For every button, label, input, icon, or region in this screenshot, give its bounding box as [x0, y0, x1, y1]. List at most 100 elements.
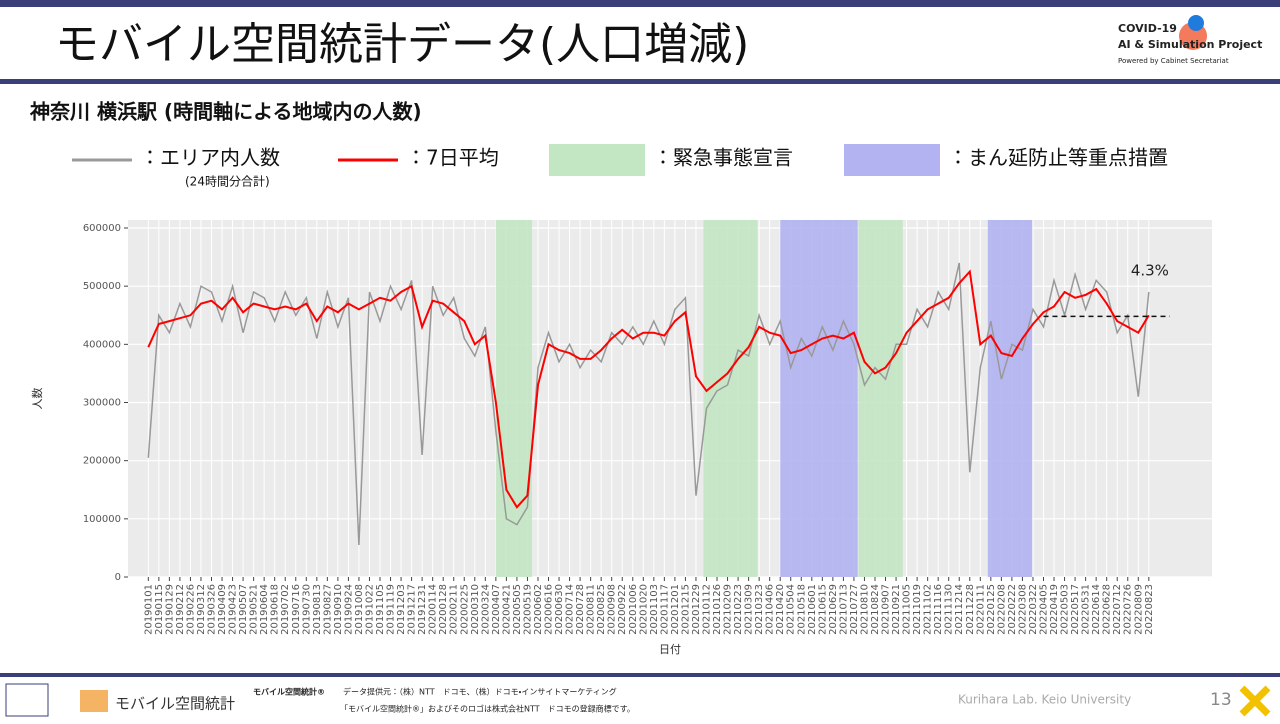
x-tick-label: 20191105: [375, 584, 386, 635]
x-tick-label: 20190101: [143, 584, 154, 635]
footer-lab: Kurihara Lab. Keio University: [958, 693, 1131, 707]
x-tick-label: 20210223: [733, 584, 744, 635]
x-tick-label: 20190409: [217, 584, 228, 635]
x-tick-label: 20220308: [1017, 584, 1028, 635]
x-tick-label: 20190827: [322, 584, 333, 635]
x-tick-label: 20201020: [638, 584, 649, 635]
y-tick-label: 500000: [83, 281, 121, 292]
axis-title: 人数: [31, 388, 44, 410]
x-tick-label: 20210309: [744, 584, 755, 635]
x-tick-label: 20211130: [944, 584, 955, 635]
legend-label: ：7日平均: [406, 146, 499, 170]
x-tick-label: 20210504: [786, 584, 797, 635]
x-tick-label: 20220726: [1123, 584, 1134, 635]
x-tick-label: 20200421: [501, 584, 512, 635]
logo-text: Powered by Cabinet Secretariat: [1118, 57, 1229, 65]
x-tick-label: 20210727: [849, 584, 860, 635]
x-tick-label: 20191008: [354, 584, 365, 635]
annotation: 4.3%: [1131, 262, 1169, 280]
x-tick-label: 20220405: [1038, 584, 1049, 635]
footer-trademark: 「モバイル空間統計®」およびそのロゴは株式会社NTT ドコモの登録商標です。: [340, 704, 635, 714]
x-tick-label: 20190618: [270, 584, 281, 635]
top-band: [0, 0, 1280, 7]
axis-title: 日付: [659, 643, 681, 656]
period-span: [858, 220, 903, 577]
x-tick-label: 20191119: [386, 584, 397, 635]
x-tick-label: 20211214: [954, 584, 965, 635]
x-tick-label: 20200908: [607, 584, 618, 635]
x-tick-label: 20190212: [175, 584, 186, 635]
y-tick-label: 100000: [83, 514, 121, 525]
logo-dot: [1188, 15, 1204, 31]
period-span: [780, 220, 858, 577]
lab-logo: [5, 683, 49, 717]
legend-swatch: [844, 144, 940, 176]
footer-brand: モバイル空間統計: [115, 695, 235, 713]
x-tick-label: 20211102: [923, 584, 934, 635]
x-tick-label: 20190226: [185, 584, 196, 635]
x-tick-label: 20200519: [522, 584, 533, 635]
legend-label: ：まん延防止等重点措置: [948, 146, 1168, 170]
x-tick-label: 20200728: [575, 584, 586, 635]
x-tick-label: 20200811: [586, 584, 597, 635]
x-tick-label: 20210112: [701, 584, 712, 635]
x-tick-label: 20220614: [1091, 584, 1102, 635]
x-tick-label: 20210810: [859, 584, 870, 635]
x-tick-label: 20190423: [228, 584, 239, 635]
brand-logo: [80, 690, 108, 712]
page-number: 13: [1210, 690, 1232, 710]
x-tick-label: 20191231: [417, 584, 428, 635]
x-tick-label: 20220222: [1007, 584, 1018, 635]
x-tick-label: 20211019: [912, 584, 923, 635]
y-tick-label: 300000: [83, 398, 121, 409]
x-tick-label: 20201215: [680, 584, 691, 635]
header-rule: [0, 79, 1280, 84]
x-tick-label: 20190129: [164, 584, 175, 635]
x-tick-label: 20210209: [723, 584, 734, 635]
x-tick-label: 20200407: [491, 584, 502, 635]
x-tick-label: 20210615: [817, 584, 828, 635]
x-tick-label: 20220823: [1144, 584, 1155, 635]
x-tick-label: 20211005: [902, 584, 913, 635]
x-tick-label: 20220111: [975, 584, 986, 635]
x-tick-label: 20191022: [364, 584, 375, 635]
slide-title: モバイル空間統計データ(人口増減): [55, 19, 749, 70]
x-tick-label: 20200602: [533, 584, 544, 635]
x-tick-label: 20201103: [649, 584, 660, 635]
x-tick-label: 20220517: [1070, 584, 1081, 635]
x-tick-label: 20200630: [554, 584, 565, 635]
x-tick-label: 20220125: [986, 584, 997, 635]
x-tick-label: 20190730: [301, 584, 312, 635]
x-tick-label: 20220208: [996, 584, 1007, 635]
x-tick-label: 20210126: [712, 584, 723, 635]
x-tick-label: 20200211: [449, 584, 460, 635]
x-tick-label: 20220322: [1028, 584, 1039, 635]
x-tick-label: 20210420: [775, 584, 786, 635]
x-tick-label: 20210921: [891, 584, 902, 635]
period-span: [495, 220, 532, 577]
footer-brand-small: モバイル空間統計®: [253, 687, 325, 697]
x-tick-label: 20200505: [512, 584, 523, 635]
x-tick-label: 20210323: [754, 584, 765, 635]
x-tick-label: 20190507: [238, 584, 249, 635]
x-tick-label: 20201006: [628, 584, 639, 635]
corner-logo: [1239, 685, 1271, 717]
y-tick-label: 0: [115, 572, 121, 583]
plot: 0 100000 200000 300000 400000 500000 600000 201…: [31, 220, 1212, 656]
x-tick-label: 20210601: [807, 584, 818, 635]
logo-text: COVID-19: [1118, 22, 1177, 35]
x-tick-label: 20210629: [828, 584, 839, 635]
legend-label: ：エリア内人数: [140, 146, 280, 170]
x-tick-label: 20190312: [196, 584, 207, 635]
x-tick-label: 20201229: [691, 584, 702, 635]
footer-source: データ提供元：（株）NTT ドコモ、（株）ドコモ・インサイトマーケティング: [343, 687, 617, 697]
x-tick-label: 20220531: [1081, 584, 1092, 635]
legend: ：エリア内人数 (24時間分合計) ：7日平均 ：緊急事態宣言 ：まん延防止等重点措置: [72, 144, 1168, 189]
x-tick-label: 20191203: [396, 584, 407, 635]
x-tick-label: 20200114: [428, 584, 439, 635]
x-tick-label: 20210824: [870, 584, 881, 635]
x-tick-label: 20190326: [207, 584, 218, 635]
x-tick-label: 20210406: [765, 584, 776, 635]
x-tick-label: 20210907: [881, 584, 892, 635]
